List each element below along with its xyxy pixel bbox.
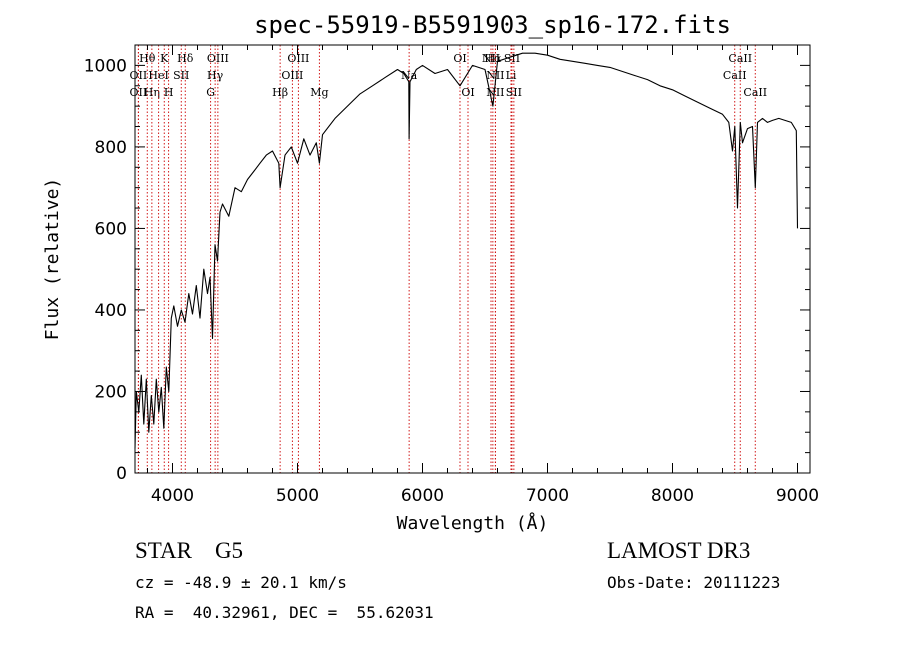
x-tick-label: 7000 (526, 486, 569, 506)
line-marker-label: OIII (281, 69, 303, 82)
line-marker-label: CaII (723, 69, 747, 82)
line-marker-label: H (164, 86, 174, 99)
line-marker-label: Hθ (139, 52, 156, 65)
line-marker-label: Li (506, 69, 517, 82)
y-tick-label: 400 (95, 301, 127, 321)
plot-frame (134, 44, 811, 474)
coordinates-readout: RA = 40.32961, DEC = 55.62031 (135, 603, 434, 622)
line-marker-label: Hη (144, 86, 160, 99)
y-tick-label: 600 (95, 219, 127, 239)
y-tick-label: 200 (95, 382, 127, 402)
spectrum-line (134, 52, 799, 449)
line-marker-label: OIII (207, 52, 229, 65)
line-marker-label: CaII (728, 52, 752, 65)
line-marker-label: OIII (287, 52, 309, 65)
line-marker-label: Hδ (177, 52, 194, 65)
line-marker-label: Mg (310, 86, 328, 99)
survey-label: LAMOST DR3 (607, 538, 751, 563)
line-marker-label: OI (453, 52, 466, 65)
line-marker-label: OI (461, 86, 474, 99)
y-tick-label: 1000 (84, 56, 127, 76)
chart-title: spec-55919-B5591903_sp16-172.fits (254, 11, 731, 39)
line-marker-label: HeI (148, 69, 168, 82)
x-tick-label: 4000 (151, 486, 194, 506)
line-marker-label: Hγ (207, 69, 224, 82)
x-axis-label: Wavelength (Å) (397, 512, 549, 534)
line-marker-label: G (206, 86, 215, 99)
y-axis-label: Flux (relative) (42, 178, 63, 341)
line-marker-label: Hα (484, 52, 502, 65)
y-tick-label: 0 (116, 464, 127, 484)
x-tick-label: 8000 (651, 486, 694, 506)
line-marker-label: K (160, 52, 169, 65)
line-marker-label: SII (506, 86, 522, 99)
x-tick-label: 9000 (776, 486, 819, 506)
line-marker-label: SII (173, 69, 189, 82)
object-class-label: STAR G5 (135, 538, 244, 563)
line-marker-label: Na (401, 69, 418, 82)
y-tick-label: 800 (95, 138, 127, 158)
line-marker-label: NII (486, 69, 504, 82)
obs-date-readout: Obs-Date: 20111223 (607, 573, 781, 592)
line-marker-label: CaII (743, 86, 767, 99)
line-marker-label: Hβ (272, 86, 288, 99)
x-tick-label: 6000 (401, 486, 444, 506)
line-marker-label: OII (130, 69, 148, 82)
x-tick-label: 5000 (276, 486, 319, 506)
redshift-readout: cz = -48.9 ± 20.1 km/s (135, 573, 347, 592)
line-marker-label: NII (482, 52, 500, 65)
line-marker-label: OII (130, 86, 148, 99)
